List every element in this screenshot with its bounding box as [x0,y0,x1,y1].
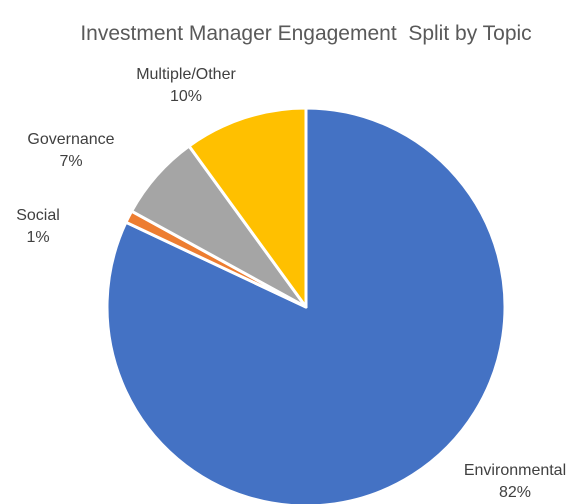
slice-label-multiple-other: Multiple/Other 10% [136,66,236,105]
pie-slices [105,106,507,504]
slice-label-environmental: Environmental 82% [464,462,566,501]
chart-title: Investment Manager Engagement Split by T… [80,22,531,45]
slice-label-governance: Governance 7% [27,131,114,170]
slice-label-social: Social 1% [16,207,60,246]
slice-labels: Environmental 82% Social 1% Governance 7% Mult… [16,66,566,501]
pie-slice-multiple-other [187,106,308,309]
